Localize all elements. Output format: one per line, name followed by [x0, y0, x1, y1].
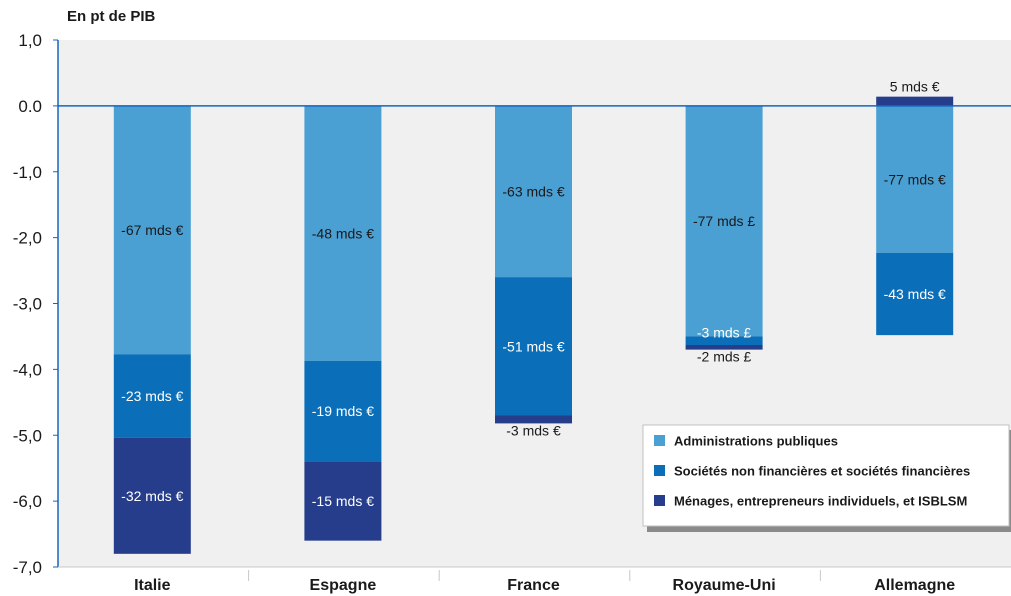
bar-segment — [113, 437, 191, 554]
y-tick-label: 1,0 — [18, 31, 42, 50]
legend-label: Administrations publiques — [674, 434, 838, 449]
bar-segment — [113, 105, 191, 355]
data-label: -43 mds € — [884, 286, 946, 302]
data-label: -2 mds £ — [697, 349, 752, 365]
y-tick-label: -2,0 — [13, 229, 42, 248]
x-tick-label: France — [507, 577, 560, 594]
x-axis: Italie Espagne France Royaume-Uni Allemagne — [58, 566, 1011, 594]
data-label: -48 mds € — [312, 225, 374, 241]
y-axis: 1,0 0.0 -1,0 -2,0 -3,0 -4,0 -5,0 -6,0 -7,0 — [13, 31, 59, 577]
legend: Administrations publiques Sociétés non fi… — [642, 424, 1011, 532]
legend-swatch — [654, 435, 665, 446]
bar-segment — [685, 336, 763, 346]
data-label: 5 mds € — [890, 79, 940, 95]
bar-segment — [113, 354, 191, 438]
y-tick-label: -3,0 — [13, 295, 42, 314]
legend-label: Sociétés non financières et sociétés fin… — [674, 464, 970, 479]
data-label: -3 mds £ — [697, 324, 752, 340]
data-label: -77 mds € — [884, 171, 946, 187]
bar-segment — [876, 96, 954, 106]
bar-segment — [495, 105, 572, 278]
data-label: -15 mds € — [312, 493, 374, 509]
bar-segment — [495, 415, 572, 424]
y-tick-label: -4,0 — [13, 360, 42, 379]
data-label: -67 mds € — [121, 222, 183, 238]
x-tick-label: Allemagne — [874, 577, 955, 594]
data-label: -63 mds € — [502, 184, 564, 200]
data-label: -51 mds € — [502, 338, 564, 354]
bar-segment — [304, 461, 382, 541]
data-label: -32 mds € — [121, 488, 183, 504]
legend-swatch — [654, 495, 665, 506]
y-axis-title: En pt de PIB — [67, 8, 156, 25]
bar-segment — [304, 105, 382, 361]
x-tick-label: Royaume-Uni — [673, 577, 776, 594]
bar-segment — [876, 105, 954, 253]
legend-box — [642, 424, 1010, 527]
y-tick-label: -6,0 — [13, 492, 42, 511]
bars — [58, 96, 1011, 554]
bar-segment — [685, 345, 763, 350]
y-tick-label: 0.0 — [18, 97, 42, 116]
bar-labels: -67 mds € -23 mds € -32 mds € -48 mds € -19 … — [121, 79, 946, 509]
bar-segment — [495, 277, 572, 416]
legend-swatch — [654, 465, 665, 476]
bar-segment — [304, 360, 382, 462]
bar-segment — [876, 252, 954, 336]
x-tick-label: Espagne — [310, 577, 377, 594]
data-label: -77 mds £ — [693, 213, 755, 229]
data-label: -3 mds € — [506, 422, 561, 438]
y-tick-label: -7,0 — [13, 558, 42, 577]
data-label: -19 mds € — [312, 403, 374, 419]
x-tick-label: Italie — [134, 577, 171, 594]
data-label: -23 mds € — [121, 388, 183, 404]
legend-label: Ménages, entrepreneurs individuels, et I… — [674, 494, 967, 509]
y-tick-label: -1,0 — [13, 163, 42, 182]
bar-segment — [685, 105, 763, 337]
y-tick-label: -5,0 — [13, 426, 42, 445]
